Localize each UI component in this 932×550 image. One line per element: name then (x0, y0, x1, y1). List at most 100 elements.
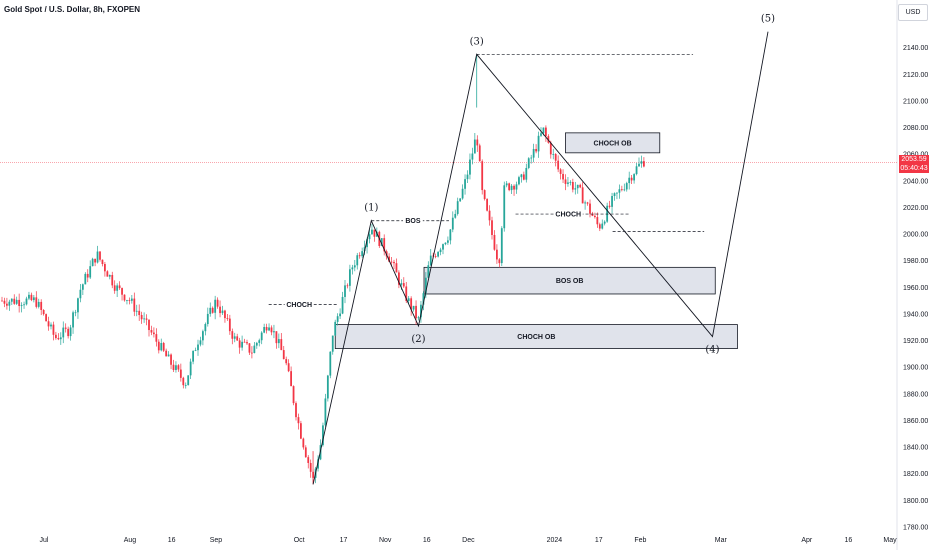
candle-body (532, 148, 535, 158)
structure-level-label: CHOCH (555, 212, 581, 219)
candle-body (616, 192, 618, 194)
candle-body (358, 255, 361, 257)
candle-body (346, 285, 349, 287)
candle-body (373, 229, 376, 237)
y-tick-label: 2100.00 (903, 98, 928, 105)
candle-body (451, 217, 454, 230)
candle-body (309, 462, 312, 472)
candle-body (287, 363, 290, 372)
candle-body (170, 354, 172, 365)
candle-body (594, 215, 596, 218)
candle-body (473, 139, 476, 154)
candle-body (368, 234, 371, 240)
candle-body (280, 339, 283, 351)
candle-body (116, 285, 119, 291)
candle-body (601, 223, 604, 229)
candle-body (189, 361, 192, 376)
candle-body (562, 173, 564, 180)
candle-body (94, 258, 96, 263)
candle-body (20, 305, 23, 307)
y-tick-label: 1940.00 (903, 311, 928, 318)
candle-body (133, 298, 136, 312)
candle-body (108, 274, 111, 277)
candle-body (591, 213, 594, 216)
candle-body (96, 251, 99, 263)
level-label-bg (403, 215, 423, 226)
candle-body (488, 210, 491, 221)
candle-body (64, 327, 67, 329)
candle-body (557, 160, 560, 170)
x-tick-label: 17 (595, 537, 603, 544)
x-tick-label: Mar (715, 537, 728, 544)
y-tick-label: 1880.00 (903, 391, 928, 398)
candle-body (106, 271, 109, 277)
candle-body (353, 265, 356, 268)
candle-body (300, 423, 302, 439)
candle-body (81, 284, 84, 290)
candle-body (184, 385, 187, 386)
candle-body (603, 221, 606, 224)
candle-body (18, 299, 21, 307)
candle-body (101, 259, 104, 265)
x-tick-label: 16 (844, 537, 852, 544)
candle-body (427, 265, 430, 278)
candle-body (282, 350, 285, 360)
candle-body (8, 301, 11, 306)
candle-body (40, 301, 43, 310)
candle-body (422, 293, 425, 305)
candle-body (295, 403, 297, 418)
candle-body (574, 188, 577, 190)
candle-body (606, 205, 609, 222)
candle-body (113, 285, 116, 291)
candle-body (395, 263, 398, 273)
candle-body (515, 184, 518, 190)
candle-body (77, 298, 79, 313)
currency-selector[interactable]: USD (898, 4, 928, 21)
candle-body (623, 189, 626, 191)
candle-body (35, 297, 38, 307)
y-tick-label: 2000.00 (903, 232, 928, 239)
candle-body (584, 202, 586, 204)
candle-body (265, 327, 268, 331)
candle-body (554, 154, 557, 161)
candle-body (361, 251, 364, 257)
candle-body (410, 298, 413, 310)
candle-body (74, 312, 77, 314)
candle-body (571, 182, 574, 190)
candle-body (175, 365, 177, 370)
candle-body (417, 317, 420, 319)
candle-body (236, 336, 239, 341)
candle-body (140, 315, 143, 320)
candle-body (202, 331, 204, 341)
candle-body (466, 174, 469, 180)
candle-body (576, 184, 579, 189)
candle-body (390, 261, 393, 263)
candle-body (304, 447, 307, 458)
x-tick-label: Oct (294, 537, 305, 544)
order-block-zone (423, 266, 716, 295)
candle-body (118, 285, 121, 289)
candle-body (456, 201, 459, 214)
candle-body (339, 313, 341, 317)
candle-body (520, 174, 523, 178)
candle-body (275, 331, 278, 344)
candle-body (238, 340, 241, 348)
candle-body (214, 299, 217, 313)
candle-body (349, 269, 351, 286)
candle-body (47, 321, 50, 327)
candle-body (253, 345, 256, 353)
y-tick-label: 1860.00 (903, 418, 928, 425)
candle-body (59, 337, 62, 340)
candle-body (204, 324, 207, 332)
candle-body (633, 174, 635, 181)
x-tick-label: 16 (423, 537, 431, 544)
candle-body (130, 298, 133, 301)
candle-body (437, 252, 439, 257)
candle-body (162, 343, 165, 351)
candle-body (15, 299, 18, 304)
y-tick-label: 1900.00 (903, 365, 928, 372)
candle-body (447, 240, 449, 243)
candle-body (324, 398, 327, 426)
candle-body (25, 298, 28, 305)
